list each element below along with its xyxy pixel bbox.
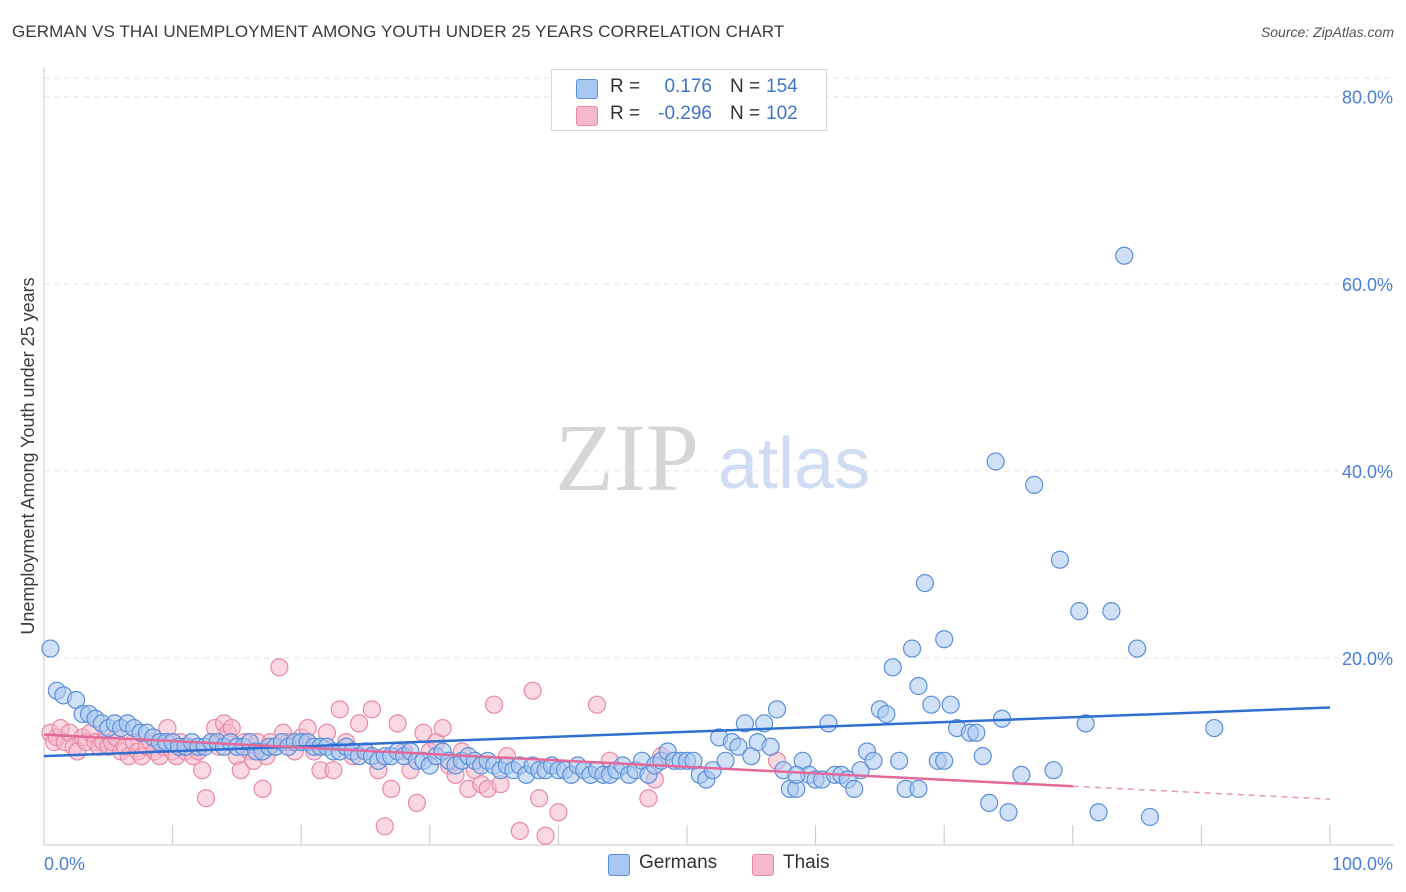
german-point (767, 700, 787, 719)
watermark-zip: ZIP (555, 404, 699, 511)
legend-row-germans: R = 0.176 N = 154 (552, 76, 826, 102)
legend-r-label: R = (610, 103, 641, 124)
thai-trend-line-extension (1072, 785, 1331, 800)
german-point (883, 658, 902, 677)
german-point (902, 639, 922, 658)
thai-swatch (576, 106, 598, 126)
x-tick-label: 100.0% (1332, 854, 1393, 874)
correlation-legend: R = 0.176 N = 154 R = -0.296 N = 102 (551, 69, 827, 131)
thai-point (536, 826, 555, 845)
german-point (1025, 475, 1044, 494)
thai-point (523, 681, 542, 700)
thai-point (270, 658, 289, 677)
legend-r-value: 0.176 (664, 76, 712, 97)
trend-lines (43, 706, 1331, 800)
legend-n-value: 102 (766, 103, 798, 124)
legend-r-label: R = (610, 76, 641, 97)
thai-point (253, 779, 272, 798)
source-credit: Source: ZipAtlas.com (1260, 24, 1394, 40)
german-point (864, 751, 883, 770)
german-point (935, 630, 954, 649)
german-point (1050, 550, 1070, 569)
x-tick-labels: 0.0% 100.0% (44, 854, 1393, 874)
german-point (735, 714, 754, 733)
german-point (877, 704, 896, 724)
thai-point (407, 793, 427, 813)
watermark-atlas: atlas (718, 424, 870, 504)
legend-r-value: -0.296 (658, 103, 712, 124)
german-point (980, 793, 999, 813)
german-point (1070, 602, 1089, 621)
german-points (41, 246, 1224, 827)
thai-swatch (752, 854, 774, 876)
thai-point (587, 695, 607, 714)
german-point (729, 737, 748, 756)
german-point (787, 765, 806, 784)
axes (43, 68, 1394, 846)
german-point (922, 695, 941, 714)
german-point (973, 747, 992, 766)
thai-point (193, 761, 212, 780)
german-point (41, 639, 60, 658)
german-trend-line (43, 706, 1331, 758)
y-tick-label: 80.0% (1342, 88, 1393, 108)
thai-point (639, 789, 658, 808)
german-point (1127, 639, 1147, 658)
german-point (935, 751, 954, 770)
german-point (1044, 761, 1063, 780)
thai-point (433, 718, 452, 738)
german-point (1102, 602, 1121, 621)
german-point (909, 676, 928, 696)
german-point (890, 751, 909, 770)
legend-n-value: 154 (766, 76, 798, 97)
thai-trend-line (43, 733, 1073, 788)
german-point (1115, 246, 1134, 265)
german-point (986, 452, 1005, 471)
legend-n-label: N = (730, 103, 761, 124)
legend-row-thais: R = -0.296 N = 102 (552, 103, 826, 129)
german-point (761, 737, 780, 756)
y-axis-label: Unemployment Among Youth under 25 years (18, 277, 38, 634)
y-tick-label: 60.0% (1342, 275, 1393, 295)
german-swatch (576, 79, 598, 99)
y-tick-label: 20.0% (1342, 649, 1393, 669)
gridlines (44, 77, 1394, 659)
legend-thais-label: Thais (783, 852, 830, 873)
thai-point (388, 714, 407, 733)
german-point (1012, 765, 1031, 784)
thai-point (349, 714, 369, 733)
german-point (909, 779, 928, 798)
german-point (1205, 718, 1224, 738)
thai-point (324, 761, 343, 780)
legend-germans-label: Germans (639, 852, 718, 873)
y-tick-label: 40.0% (1342, 462, 1393, 482)
german-point (941, 695, 960, 714)
legend-n-label: N = (730, 76, 761, 97)
thai-point (196, 789, 216, 808)
thai-point (362, 700, 382, 719)
x-tick-label: 0.0% (44, 854, 85, 874)
thai-point (510, 821, 529, 841)
thai-point (330, 700, 349, 719)
thai-point (382, 779, 401, 798)
german-swatch (608, 854, 630, 876)
german-point (716, 751, 735, 770)
thai-point (231, 761, 250, 780)
german-point (1089, 803, 1108, 822)
thai-point (530, 789, 549, 808)
chart-title: GERMAN VS THAI UNEMPLOYMENT AMONG YOUTH … (12, 22, 785, 41)
german-point (703, 761, 722, 780)
german-point (999, 803, 1018, 822)
german-point (1140, 807, 1160, 827)
german-point (845, 779, 864, 798)
thai-point (549, 803, 568, 822)
y-tick-labels: 20.0% 40.0% 60.0% 80.0% (1342, 88, 1393, 669)
german-point (1076, 714, 1095, 733)
german-point (915, 573, 935, 593)
german-point (967, 723, 986, 742)
thai-point (375, 817, 394, 836)
thai-point (485, 695, 504, 714)
german-point (819, 714, 838, 733)
